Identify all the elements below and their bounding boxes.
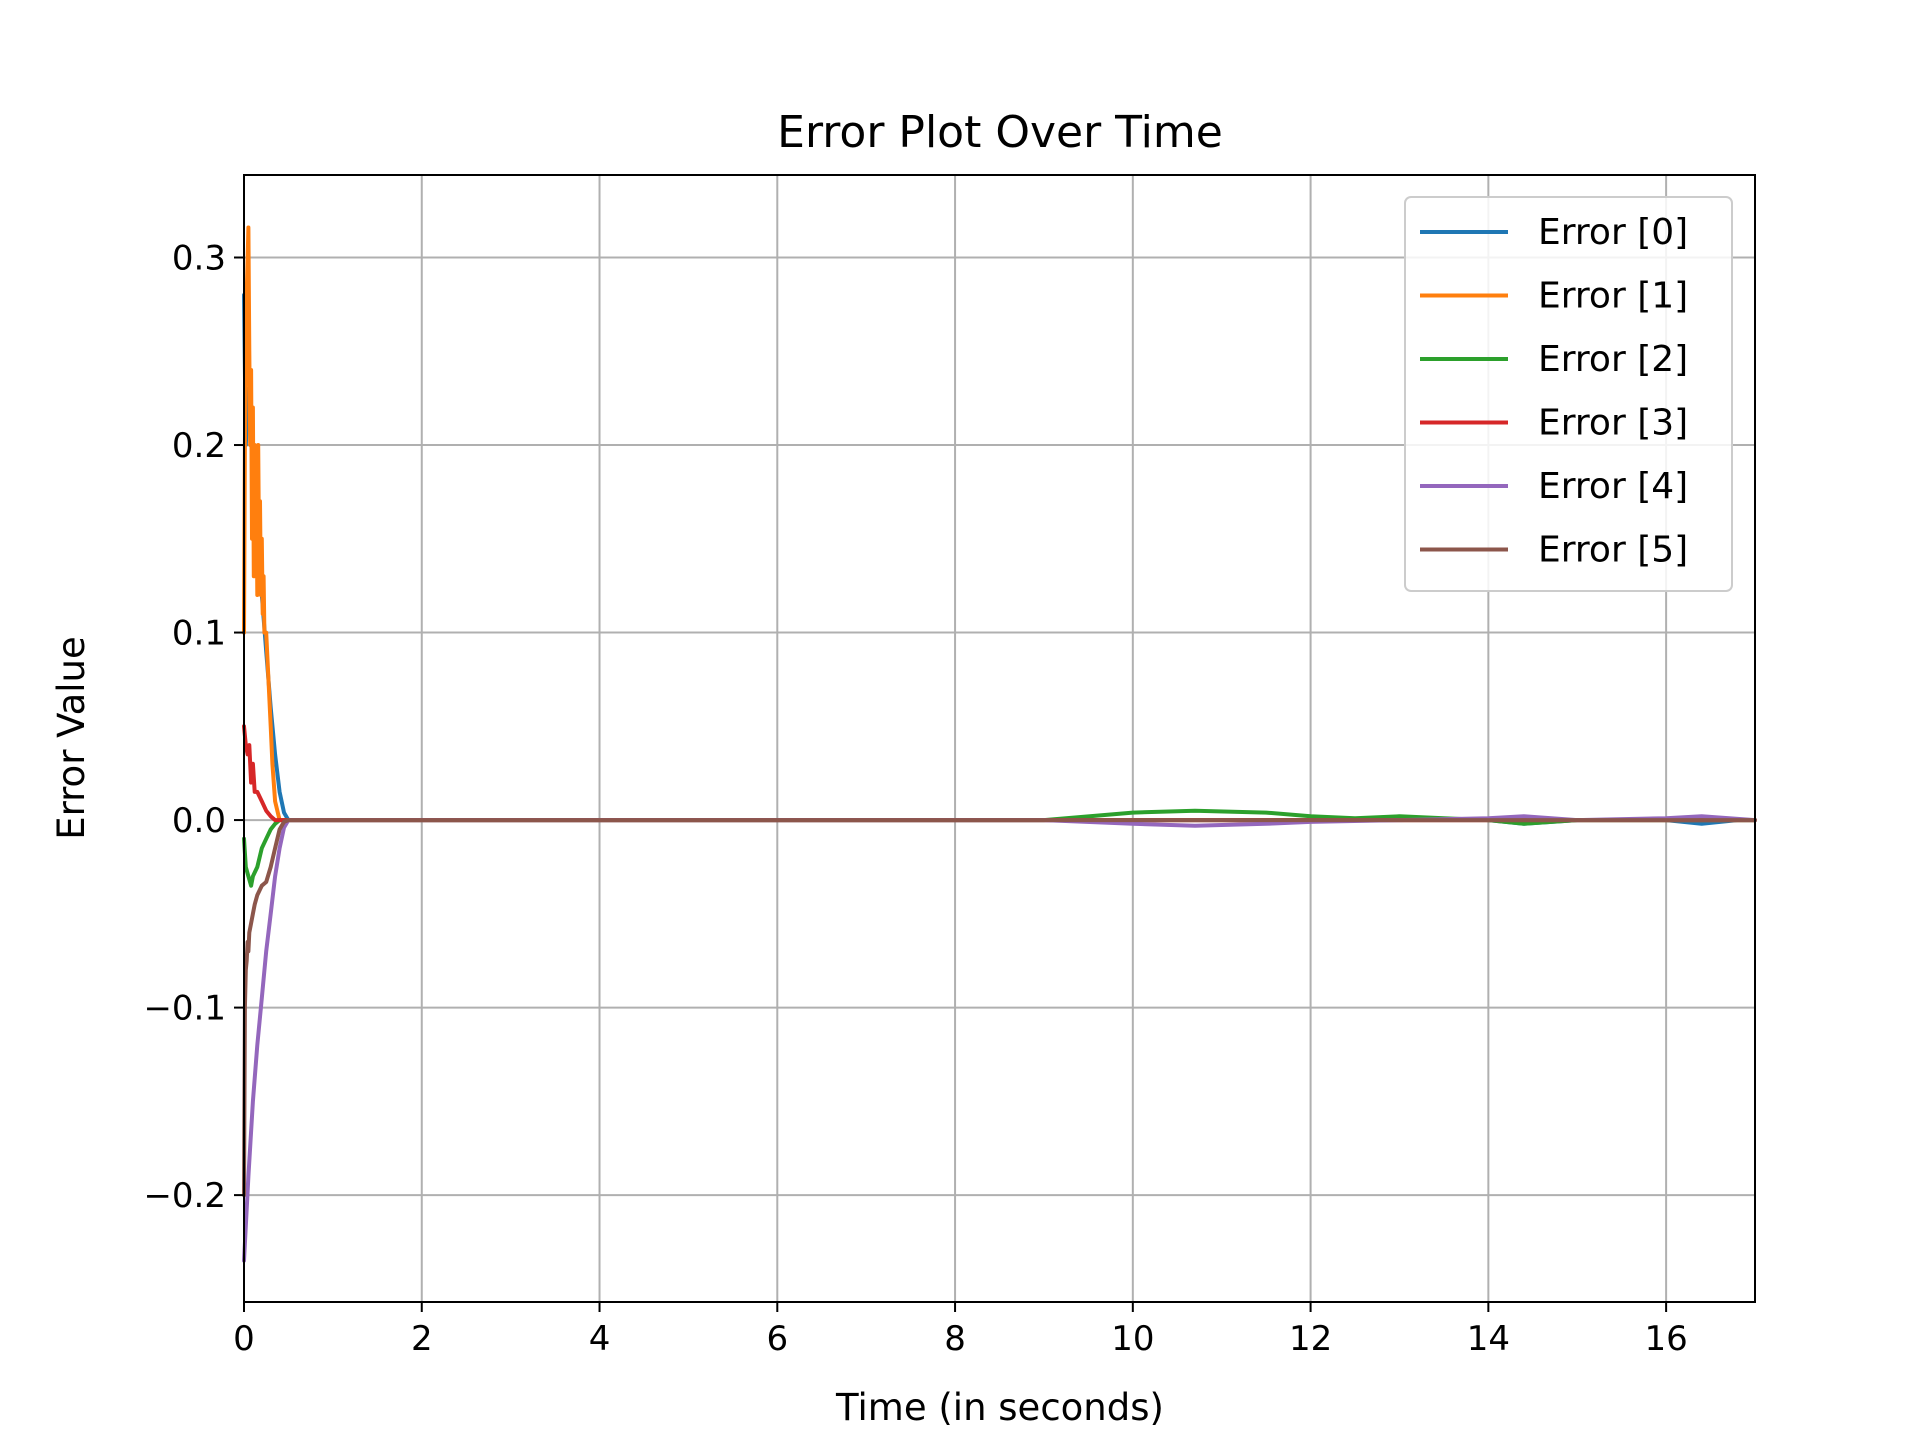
legend-label-0: Error [0] [1538, 212, 1688, 253]
plot-frame [243, 174, 1756, 1303]
legend-label-2: Error [2] [1538, 339, 1688, 380]
legend-label-1: Error [1] [1538, 276, 1688, 317]
legend-label-4: Error [4] [1538, 466, 1688, 507]
x-tick-label: 2 [411, 1319, 433, 1359]
y-tick-label: −0.1 [143, 989, 226, 1029]
x-tick-label: 4 [589, 1319, 611, 1359]
legend-items: Error [0] Error [1] Error [2] Error [3] Erro… [1420, 212, 1688, 571]
y-tick-label: 0.2 [172, 426, 226, 466]
x-tick-label: 8 [944, 1319, 966, 1359]
legend-label-5: Error [5] [1538, 530, 1688, 571]
y-axis-label: Error Value [50, 636, 93, 840]
y-tick-label: −0.2 [143, 1176, 226, 1216]
x-tick-label: 14 [1467, 1319, 1510, 1359]
legend: Error [0] Error [1] Error [2] Error [3] Erro… [1404, 196, 1733, 592]
y-tick-label: 0.0 [172, 801, 226, 841]
y-tick-label: 0.1 [172, 614, 226, 654]
x-tick-label: 10 [1111, 1319, 1154, 1359]
chart-title: Error Plot Over Time [777, 107, 1223, 158]
x-tick-label: 12 [1289, 1319, 1332, 1359]
x-tick-label: 16 [1644, 1319, 1687, 1359]
x-tick-label: 0 [233, 1319, 255, 1359]
x-axis-label: Time (in seconds) [835, 1386, 1164, 1429]
x-tick-label: 6 [766, 1319, 788, 1359]
axis-ticks: 0 2 4 6 8 10 12 14 16 −0.2 −0.1 0.0 0.1 0.2 0.3 [143, 239, 1687, 1359]
y-tick-label: 0.3 [172, 239, 226, 279]
series-lines [242, 225, 1757, 1263]
series-line-5 [242, 818, 1757, 1198]
legend-label-3: Error [3] [1538, 403, 1688, 444]
